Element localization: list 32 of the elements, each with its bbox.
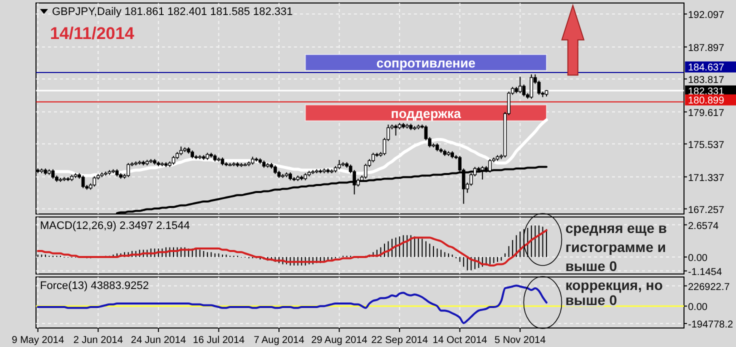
y-tick-label: 226922.7 <box>688 282 730 293</box>
annotation: поддержка <box>390 106 462 121</box>
y-tick-label: 179.617 <box>688 108 725 119</box>
x-tick-label: 2 Jun 2014 <box>73 335 124 346</box>
y-tick-label: 0.00 <box>688 302 708 314</box>
ref-line-label: 184.637 <box>688 62 725 74</box>
chart-title: MACD(12,26,9) 2.3497 2.1544 <box>40 220 190 232</box>
x-tick-label: 9 May 2014 <box>12 335 64 346</box>
y-tick-label: 187.897 <box>688 42 725 54</box>
chart-title: GBPJPY,Daily 181.861 182.401 181.585 182.331 <box>52 6 293 18</box>
x-tick-label: 7 Aug 2014 <box>254 335 305 346</box>
y-tick-label: 167.257 <box>688 204 725 216</box>
x-tick-label: 22 Sep 2014 <box>371 335 428 346</box>
text: коррекция, но выше 0 <box>565 277 663 308</box>
y-tick-label: 0.00 <box>688 253 708 264</box>
y-tick-label: 171.337 <box>688 172 725 184</box>
x-tick-label: 24 Jun 2014 <box>130 335 186 346</box>
y-tick-label: 183.817 <box>688 74 725 86</box>
x-tick-label: 29 Aug 2014 <box>311 335 368 346</box>
y-tick-label: 175.537 <box>688 140 725 151</box>
x-tick-label: 14 Oct 2014 <box>432 335 488 346</box>
ref-line-label: 182.331 <box>688 86 725 98</box>
y-tick-label: 2.6574 <box>688 220 720 232</box>
ref-line-label: 180.899 <box>688 95 725 106</box>
y-tick-label: 192.097 <box>688 10 725 22</box>
y-tick-label: -194778.2 <box>688 320 734 331</box>
chart-title: Force(13) 43883.9252 <box>40 280 149 292</box>
x-tick-label: 5 Nov 2014 <box>494 335 546 346</box>
y-tick-label: -1.1454 <box>688 266 722 278</box>
annotation: сопротивление <box>376 56 476 71</box>
annotation: 14/11/2014 <box>50 24 135 43</box>
x-tick-label: 16 Jul 2014 <box>192 335 246 346</box>
